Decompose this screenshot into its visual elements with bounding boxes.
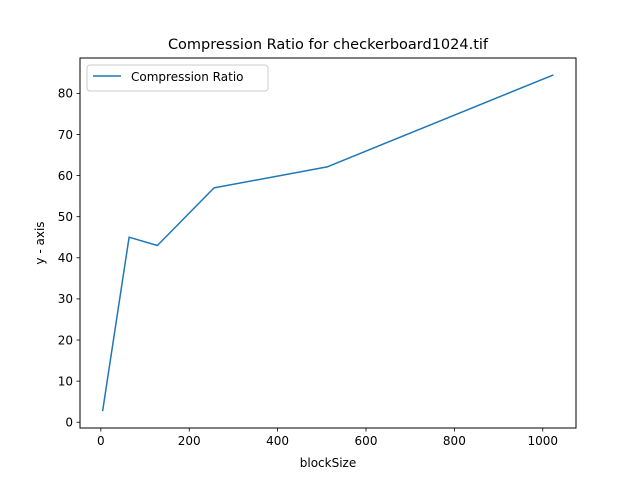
y-tick-label: 30 (58, 292, 73, 306)
y-tick-label: 10 (58, 374, 73, 388)
y-tick-label: 0 (65, 416, 73, 430)
legend-box (86, 64, 269, 92)
x-axis-label: blockSize (300, 456, 356, 470)
y-tick-label: 70 (58, 128, 73, 142)
y-tick-label: 50 (58, 210, 73, 224)
x-tick-label: 0 (97, 434, 105, 448)
x-tick-label: 200 (178, 434, 201, 448)
plot-area (80, 58, 576, 428)
x-axis-ticks: 0 200 400 600 800 1000 (97, 428, 558, 448)
x-tick-label: 600 (355, 434, 378, 448)
legend: Compression Ratio (86, 64, 269, 92)
x-tick-label: 1000 (527, 434, 558, 448)
series-line-0 (101, 74, 554, 412)
y-axis-label: y - axis (33, 221, 47, 264)
legend-label: Compression Ratio (131, 70, 244, 84)
y-tick-label: 80 (58, 87, 73, 101)
y-tick-label: 20 (58, 333, 73, 347)
y-tick-label: 60 (58, 169, 73, 183)
series-layer (101, 74, 554, 412)
x-tick-label: 400 (266, 434, 289, 448)
y-axis-ticks: 0 10 20 30 40 50 60 70 80 (58, 87, 80, 430)
chart-title: Compression Ratio for checkerboard1024.t… (168, 37, 489, 53)
plot-frame (79, 57, 577, 429)
x-tick-label: 800 (443, 434, 466, 448)
y-tick-label: 40 (58, 251, 73, 265)
